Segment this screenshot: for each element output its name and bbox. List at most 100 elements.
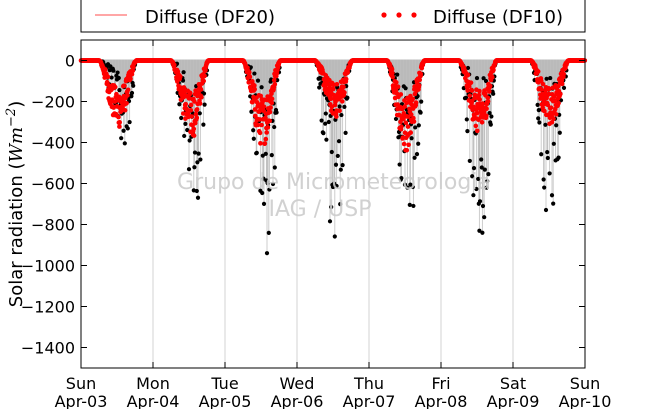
df10-point xyxy=(194,115,200,121)
df10-point xyxy=(469,88,475,93)
x-tick-label-date: Apr-03 xyxy=(55,392,108,409)
legend-frame xyxy=(80,0,586,33)
df10-point xyxy=(193,120,198,126)
df20-point xyxy=(319,118,324,123)
y-axis-label: Solar radiation (Wm−2) xyxy=(4,101,27,307)
x-tick-label-day: Mon xyxy=(136,374,170,393)
df20-point xyxy=(416,141,421,146)
df20-point xyxy=(414,152,420,157)
df20-point xyxy=(131,83,136,88)
df20-point xyxy=(182,133,187,139)
df20-point xyxy=(111,68,116,73)
df20-point xyxy=(329,204,334,210)
watermark-line-1: Grupo de Micrometeorologia xyxy=(177,170,491,195)
df20-point xyxy=(327,219,333,224)
x-tick-label-day: Tue xyxy=(210,374,238,393)
df20-point xyxy=(556,155,561,160)
df20-point xyxy=(337,104,342,109)
y-axis-label-exponent: −2 xyxy=(4,108,19,127)
df20-point xyxy=(326,119,331,125)
y-tick-label: −1400 xyxy=(21,339,75,358)
df20-point xyxy=(542,185,547,190)
df20-point xyxy=(335,153,340,159)
df20-point xyxy=(251,136,256,141)
df20-point xyxy=(488,122,493,127)
df20-point xyxy=(272,124,277,130)
df10-point xyxy=(473,123,479,129)
x-tick-label-date: Apr-07 xyxy=(343,392,396,409)
df10-point xyxy=(331,86,336,92)
df20-point xyxy=(470,174,475,179)
df20-point xyxy=(249,109,254,114)
df10-point xyxy=(268,105,273,110)
x-tick-label-date: Apr-04 xyxy=(127,392,180,409)
df10-point xyxy=(187,90,193,96)
df20-point xyxy=(537,120,542,125)
df10-point xyxy=(191,133,197,138)
df20-point xyxy=(416,123,421,128)
df10-point xyxy=(545,102,551,108)
df10-point xyxy=(477,88,482,94)
df20-point xyxy=(183,121,188,126)
df20-point xyxy=(332,234,337,239)
df20-point xyxy=(263,151,268,156)
df20-point xyxy=(117,88,122,93)
df10-point xyxy=(199,94,204,100)
df20-point xyxy=(402,182,408,187)
df20-point xyxy=(248,65,253,70)
df20-point xyxy=(330,184,336,190)
df10-point xyxy=(389,67,395,72)
df10-point xyxy=(402,104,408,109)
legend-dot-df10-2 xyxy=(396,12,402,18)
df10-point xyxy=(269,100,275,106)
df10-point xyxy=(257,130,263,136)
x-tick-label-date: Apr-10 xyxy=(559,392,612,409)
df20-point xyxy=(412,155,417,160)
df20-point xyxy=(479,157,484,162)
df20-point xyxy=(483,78,489,84)
df20-point xyxy=(196,151,201,156)
df20-point xyxy=(198,157,203,162)
df10-point xyxy=(548,105,554,110)
df10-point xyxy=(468,80,474,85)
df20-point xyxy=(561,85,567,90)
df20-point xyxy=(545,155,550,161)
df10-point xyxy=(122,83,127,88)
df20-point xyxy=(393,116,399,122)
df10-point xyxy=(558,91,563,97)
df20-point xyxy=(543,207,549,213)
df10-point xyxy=(265,125,271,130)
df10-point xyxy=(272,81,278,87)
y-axis-label-unit: Wm xyxy=(6,127,27,163)
plot-frame xyxy=(80,39,586,369)
gridlines xyxy=(152,40,514,368)
df20-point xyxy=(535,102,540,107)
df10-point xyxy=(491,67,496,73)
df10-point xyxy=(546,91,552,97)
df20-point xyxy=(192,150,198,155)
df20-point xyxy=(547,171,552,176)
df10-point xyxy=(130,68,136,73)
df10-point xyxy=(475,128,480,134)
df20-point xyxy=(536,116,541,121)
df10-point xyxy=(252,83,257,88)
df10-point xyxy=(403,120,409,125)
df10-point xyxy=(263,115,268,121)
x-tick-label-day: Thu xyxy=(353,374,384,393)
df10-point xyxy=(125,93,130,98)
df10-point xyxy=(485,99,491,104)
df20-point xyxy=(195,195,201,200)
df20-point xyxy=(324,137,329,142)
df10-point xyxy=(269,96,275,102)
df10-point xyxy=(542,108,547,114)
df20-point xyxy=(339,112,344,118)
df20-point xyxy=(260,153,265,158)
df10-point xyxy=(328,96,333,102)
y-tick-label: −1200 xyxy=(21,298,75,317)
df20-point xyxy=(185,127,190,133)
df20-point xyxy=(409,136,414,141)
df10-point xyxy=(252,86,257,92)
df20-point xyxy=(557,130,562,135)
df20-point xyxy=(260,190,265,196)
df20-point xyxy=(399,175,404,181)
